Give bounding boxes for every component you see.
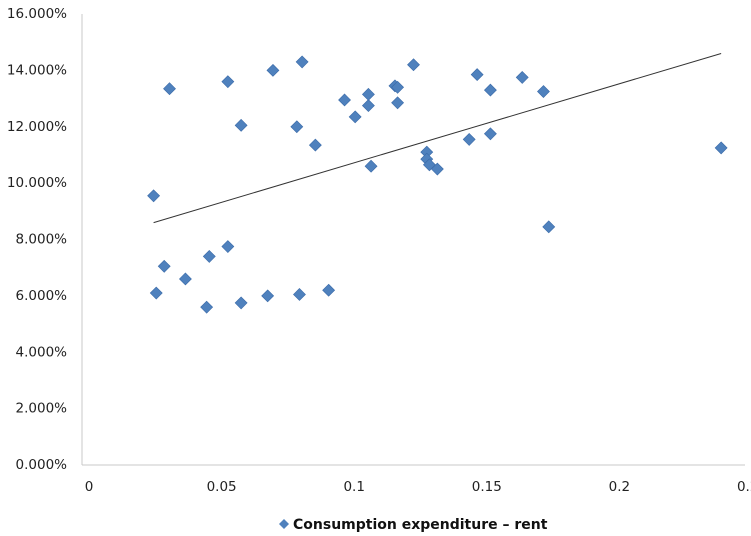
data-point [221, 240, 235, 253]
data-point [361, 87, 375, 101]
data-point [163, 82, 176, 96]
data-point [202, 249, 216, 263]
x-tick-label: 0.1 [343, 479, 364, 495]
data-point [430, 162, 444, 176]
data-point [462, 133, 476, 146]
data-point [515, 70, 529, 84]
data-point [221, 75, 235, 89]
data-point [261, 289, 275, 303]
y-tick-label: 6.000% [16, 288, 68, 304]
data-point [361, 99, 375, 113]
y-tick-label: 10.000% [7, 175, 67, 191]
data-point [391, 80, 405, 94]
data-point [308, 138, 322, 152]
x-tick-label: 0.2 [609, 479, 630, 495]
data-point [234, 296, 248, 310]
y-tick-label: 0.000% [16, 457, 68, 473]
legend-label: Consumption expenditure – rent [293, 517, 548, 533]
y-tick-label: 14.000% [7, 62, 67, 78]
data-point [295, 55, 309, 69]
y-tick-label: 8.000% [16, 232, 68, 248]
trendline [153, 52, 722, 224]
data-point [234, 118, 248, 132]
data-points [147, 55, 728, 314]
y-tick-label: 2.000% [16, 401, 68, 417]
y-tick-label: 16.000% [7, 6, 67, 22]
data-point [290, 120, 304, 134]
data-point [348, 110, 362, 124]
data-point [157, 259, 171, 273]
data-point [338, 93, 351, 107]
x-tick-label: 0.25 [737, 479, 751, 495]
data-point [391, 96, 405, 110]
legend-marker-diamond [279, 519, 289, 529]
axes [81, 14, 745, 466]
y-tick-label: 12.000% [7, 119, 67, 135]
legend: Consumption expenditure – rent [279, 517, 548, 533]
data-point [293, 288, 306, 301]
y-tick-label: 4.000% [16, 344, 68, 360]
data-point [483, 83, 497, 97]
data-point [364, 159, 378, 173]
data-point [407, 58, 420, 72]
x-axis-ticks: 0 0.05 0.1 0.15 0.2 0.25 [85, 479, 751, 495]
x-tick-label: 0 [85, 479, 94, 495]
data-point [322, 283, 336, 297]
data-point [200, 300, 214, 314]
data-point [147, 189, 161, 203]
data-point [483, 127, 497, 141]
data-point [179, 272, 192, 286]
data-point [714, 141, 728, 155]
data-point [149, 286, 163, 300]
data-point [537, 85, 550, 98]
x-tick-label: 0.05 [207, 479, 237, 495]
data-point [266, 63, 280, 77]
x-tick-label: 0.15 [472, 479, 502, 495]
data-point [470, 68, 484, 82]
data-point [542, 220, 556, 234]
y-axis-ticks: 0.000% 2.000% 4.000% 6.000% 8.000% 10.000% 12.… [7, 6, 67, 473]
